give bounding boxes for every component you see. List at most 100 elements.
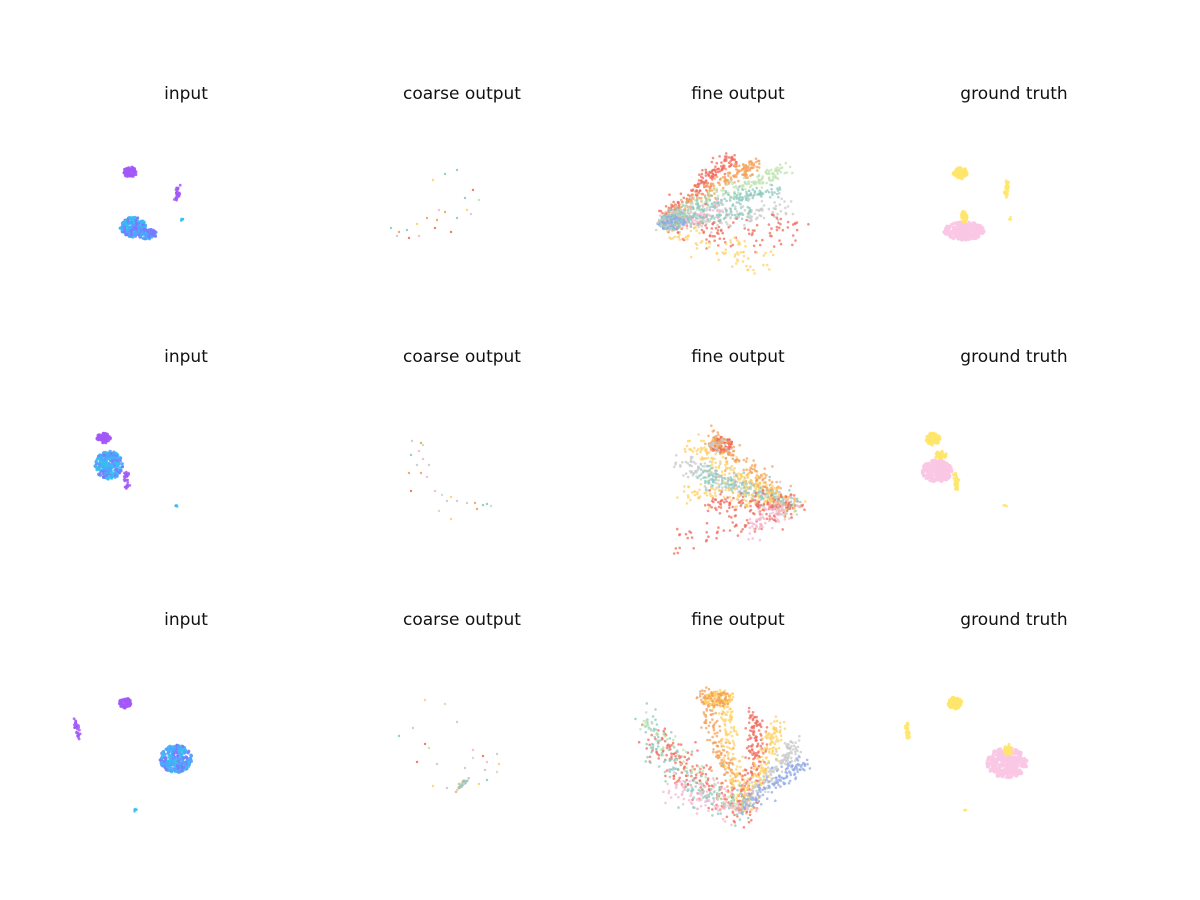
fine-point — [737, 485, 741, 488]
fine-point — [679, 464, 682, 467]
fine-point — [710, 473, 713, 476]
fine-point — [727, 739, 730, 742]
input-point — [111, 452, 116, 456]
fine-point — [778, 480, 782, 484]
fine-point — [795, 228, 799, 232]
input-point — [142, 228, 146, 232]
coarse-point — [477, 782, 481, 786]
fine-point — [715, 734, 719, 738]
fine-point — [701, 692, 704, 696]
fine-point — [723, 754, 727, 757]
fine-point — [766, 503, 769, 506]
fine-point — [732, 729, 736, 733]
fine-point — [728, 720, 732, 724]
fine-point — [756, 494, 760, 498]
coarse-point — [435, 218, 439, 222]
fine-point — [703, 476, 707, 479]
fine-point — [733, 236, 736, 239]
fine-point — [771, 193, 774, 196]
coarse-point — [437, 208, 441, 212]
fine-point — [682, 474, 685, 477]
fine-point — [767, 169, 771, 173]
input-point — [124, 174, 128, 178]
fine-point — [714, 226, 718, 230]
fine-point — [757, 173, 761, 177]
fine-point — [757, 754, 761, 758]
input-point — [162, 752, 166, 756]
fine-point — [758, 162, 761, 166]
fine-point — [723, 443, 727, 446]
fine-point — [665, 216, 669, 220]
fine-point — [710, 424, 713, 427]
coarse-point — [443, 210, 447, 214]
fine-point — [705, 206, 709, 210]
fine-point — [771, 175, 775, 178]
fine-point — [683, 485, 686, 488]
fine-point — [707, 218, 710, 221]
fine-point — [745, 482, 748, 485]
fine-point — [760, 495, 764, 499]
scatter-plot — [942, 166, 1012, 242]
fine-point — [729, 476, 733, 479]
fine-point — [690, 448, 693, 452]
fine-point — [698, 173, 701, 177]
fine-point — [736, 793, 740, 796]
input-point — [143, 223, 148, 227]
fine-point — [678, 217, 681, 221]
fine-point — [704, 488, 708, 492]
fine-point — [761, 513, 764, 516]
fine-point — [748, 210, 751, 214]
fine-point — [718, 183, 721, 187]
fine-point — [764, 521, 767, 525]
input-point — [101, 433, 105, 437]
fine-point — [770, 188, 773, 191]
fine-point — [750, 494, 754, 497]
coarse-point — [459, 783, 462, 786]
fine-point — [773, 174, 777, 177]
fine-point — [704, 726, 708, 730]
fine-point — [726, 449, 730, 453]
input-point — [140, 220, 144, 224]
fine-point — [688, 530, 691, 533]
fine-point — [699, 215, 702, 218]
fine-point — [656, 221, 660, 224]
fine-point — [739, 492, 743, 495]
fine-point — [687, 221, 691, 224]
fine-point — [698, 208, 701, 211]
fine-point — [666, 229, 669, 233]
fine-point — [735, 765, 739, 768]
fine-point — [766, 189, 769, 192]
fine-point — [695, 696, 699, 700]
input-point — [75, 731, 79, 735]
fine-point — [731, 521, 734, 524]
fine-point — [686, 216, 689, 219]
fine-point — [752, 459, 755, 462]
fine-point — [663, 214, 666, 217]
input-point — [105, 476, 109, 480]
fine-point — [776, 212, 779, 216]
fine-point — [734, 768, 738, 771]
fine-point — [764, 170, 768, 174]
fine-point — [696, 491, 699, 494]
input-point — [170, 768, 174, 772]
input-point — [118, 456, 122, 460]
input-point — [165, 760, 169, 764]
coarse-point — [415, 760, 419, 764]
fine-point — [716, 208, 719, 212]
gt-point — [942, 477, 947, 482]
fine-point — [744, 245, 747, 248]
panel-r2-c3: fine output — [613, 347, 863, 597]
fine-point — [715, 744, 719, 748]
fine-point — [776, 504, 780, 508]
fine-point — [746, 777, 750, 781]
fine-point — [729, 244, 733, 248]
fine-point — [731, 478, 734, 481]
fine-point — [705, 247, 708, 250]
input-point — [182, 756, 186, 760]
fine-point — [779, 495, 783, 499]
coarse-point — [421, 457, 425, 461]
fine-point — [776, 166, 779, 169]
fine-point — [730, 442, 733, 446]
fine-point — [686, 475, 690, 479]
fine-point — [708, 489, 712, 492]
